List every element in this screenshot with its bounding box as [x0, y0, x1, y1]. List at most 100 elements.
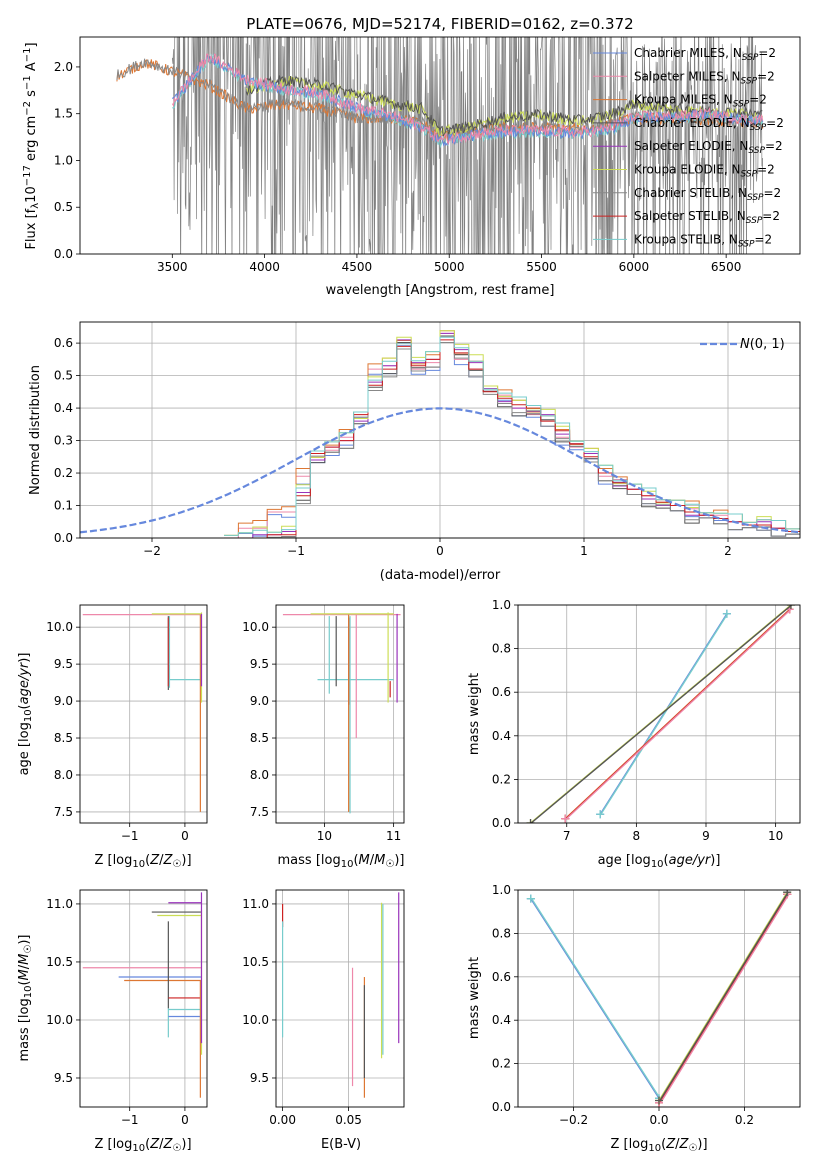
plot-area [281, 892, 400, 1098]
label-fragment: age [log [598, 853, 651, 868]
weight-marker [561, 814, 570, 823]
axes-frame [79, 604, 208, 824]
label-fragment: Z [163, 1137, 174, 1152]
label-fragment: / [675, 1137, 680, 1152]
label-fragment: M [17, 954, 32, 965]
axes: 0.00 0.05 9.5 10.0 10.5 11.0 E(B-V) [242, 889, 405, 1152]
label-fragment: age/yr [669, 853, 712, 868]
weight-line [530, 898, 660, 1099]
label-fragment: A [24, 62, 39, 75]
tick-label-x: 6500 [711, 260, 742, 274]
axes-frame [79, 36, 801, 255]
label-fragment: ( [145, 853, 150, 868]
label-fragment: )] [394, 853, 404, 868]
tick-label-x: 4500 [342, 260, 373, 274]
x-axis-label: E(B-V) [321, 1137, 361, 1152]
x-axis-label: wavelength [Angstrom, rest frame] [326, 283, 555, 298]
tick-label-x: 0.00 [269, 1113, 296, 1127]
panel-mass_vs_Z: −1 09.510.010.511.0Z [log10(Z/Z☉)]mass [l… [17, 889, 208, 1154]
tick-label-y: 0.8 [492, 642, 511, 656]
tick-label-y: 11.0 [242, 897, 269, 911]
tick-label-y: 8.0 [54, 768, 73, 782]
legend-fragment: SSP [733, 100, 750, 110]
panel-spectrum: 3500 4000 4500 5000 5500 6000 6500 0.0 0.5 1.0 1.5… [22, 36, 801, 298]
label-fragment: )] [697, 1137, 707, 1152]
x-axis-label: (data-model)/error [380, 568, 501, 583]
legend-fragment: Chabrier ELODIE, N [634, 116, 750, 130]
grid [276, 890, 404, 1107]
tick-label-y: 8.5 [54, 731, 73, 745]
tick-label-y: 0.4 [54, 401, 73, 415]
legend-fragment: Salpeter ELODIE, N [634, 139, 748, 153]
observed-spectrum-line [171, 37, 764, 254]
plot-area [282, 612, 401, 814]
tick-label-y: 9.5 [54, 657, 73, 671]
label-fragment: erg cm [24, 116, 39, 165]
x-axis-label: mass [log10(M/M☉)] [278, 853, 405, 870]
legend-fragment: Kroupa ELODIE, N [634, 163, 741, 177]
tick-label-x: −0.2 [559, 1113, 588, 1127]
label-fragment: age [log [17, 722, 32, 775]
label-fragment: 10 [23, 709, 34, 722]
plot-area [82, 892, 203, 1098]
x-axis-label: Z [log10(Z/Z☉)] [610, 1137, 707, 1154]
legend-fragment: =2 [757, 163, 775, 177]
label-fragment: −1 [22, 48, 33, 63]
tick-label-y: 0.4 [492, 729, 511, 743]
legend-entry: Chabrier MILES, NSSP=2 [634, 46, 776, 63]
legend-fragment: SSP [741, 170, 758, 180]
figure-title: PLATE=0676, MJD=52174, FIBERID=0162, z=0… [246, 15, 633, 33]
label-fragment: 10 [341, 859, 354, 870]
legend-fragment: SSP [738, 239, 755, 249]
tick-label-x: 5500 [526, 260, 557, 274]
weight-marker [722, 609, 731, 618]
legend-fragment: Chabrier MILES, N [634, 46, 742, 60]
model-spectrum-line [171, 53, 764, 146]
weight-marker [786, 605, 795, 609]
label-fragment: )] [17, 935, 32, 945]
tick-label-x: 0 [181, 829, 189, 843]
model-spectrum-line [245, 75, 763, 138]
plot-area [526, 890, 792, 1107]
label-fragment: age/yr [17, 661, 32, 704]
histogram-step [266, 342, 800, 538]
tick-label-y: 9.5 [250, 657, 269, 671]
y-axis-label: Normed distribution [28, 365, 43, 495]
tick-label-y: 9.5 [54, 1071, 73, 1085]
legend-fragment: Kroupa MILES, N [634, 93, 733, 107]
label-fragment: −1 [22, 75, 33, 90]
tick-label-x: 10 [768, 829, 783, 843]
label-fragment: s [24, 90, 39, 101]
tick-label-y: 0.5 [54, 200, 73, 214]
label-fragment: 10 [23, 986, 34, 999]
label-fragment: 10 [648, 1143, 661, 1154]
label-fragment: M [374, 853, 385, 868]
tick-label-y: 10.0 [46, 620, 73, 634]
panel-residuals: −2 −1 0 1 2 0.0 0.1 0.2 0.3 0.4 0.5 0.6 N(0, 1) (data… [28, 321, 801, 583]
label-fragment: )] [17, 653, 32, 663]
legend-entry: Kroupa STELIB, NSSP=2 [634, 232, 772, 249]
tick-label-y: 0.5 [54, 369, 73, 383]
legend-fragment: =2 [758, 46, 776, 60]
axes: −1 07.58.08.59.09.510.0Z [log10(Z/Z☉)]age… [17, 604, 208, 870]
tick-label-y: 0.0 [492, 816, 511, 830]
tick-label-y: 10.5 [242, 955, 269, 969]
label-fragment: 10 [651, 859, 664, 870]
weight-marker [655, 1096, 663, 1105]
axes-frame [517, 604, 801, 824]
label-fragment: )] [710, 853, 720, 868]
label-fragment: 10 [132, 1143, 145, 1154]
label-fragment: )] [181, 1137, 191, 1152]
legend-fragment: Kroupa STELIB, N [634, 232, 738, 246]
label-fragment: Z [149, 1137, 160, 1152]
y-axis-label: Flux [fλ10−17 erg cm−2 s−1 A−1] [22, 42, 41, 249]
tick-label-y: 7.5 [250, 805, 269, 819]
label-fragment: −17 [22, 165, 33, 186]
label-fragment: ( [664, 853, 669, 868]
axes: −2 −1 0 1 2 0.0 0.1 0.2 0.3 0.4 0.5 0.6 N(0, 1) (data… [28, 321, 801, 583]
weight-marker [526, 819, 535, 823]
tick-label-y: 11.0 [46, 897, 73, 911]
